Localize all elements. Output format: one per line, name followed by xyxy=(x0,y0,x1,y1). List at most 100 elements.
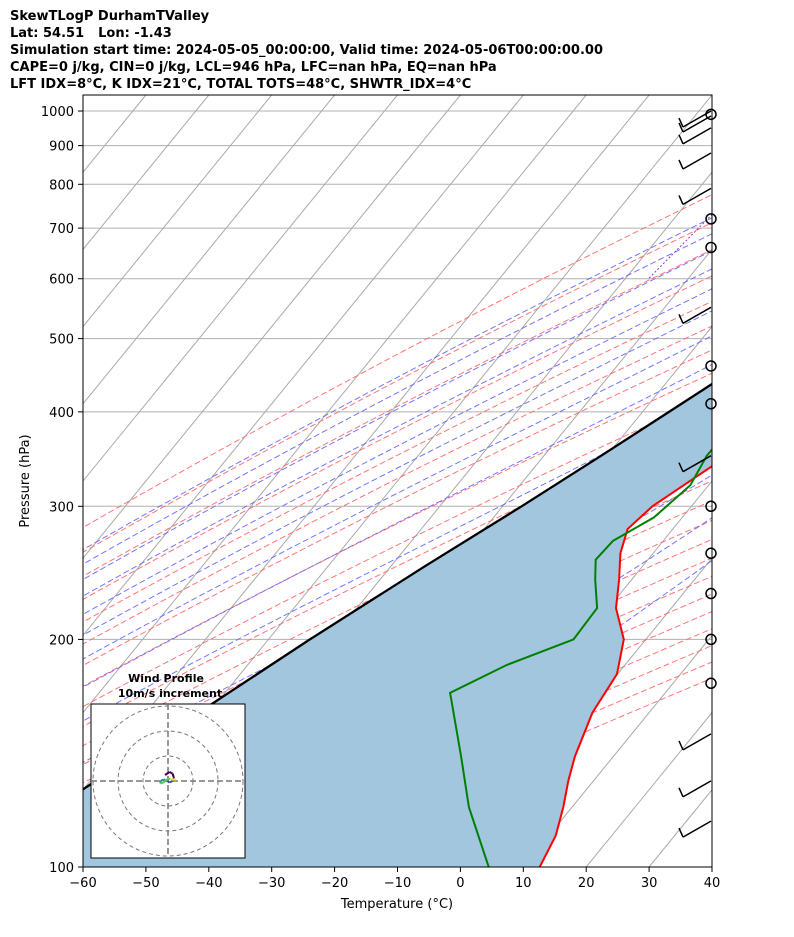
wind-barb-flag xyxy=(678,313,684,324)
y-tick-label: 600 xyxy=(49,273,74,288)
hodograph-title: Wind Profile xyxy=(128,672,204,685)
calm-wind-circle xyxy=(705,241,717,254)
x-tick-label: −10 xyxy=(384,876,411,891)
calm-wind-circle xyxy=(705,108,717,121)
hodograph-trace xyxy=(160,778,164,782)
wind-barb-shaft xyxy=(682,152,712,170)
mixing-ratio-line xyxy=(648,213,712,280)
calm-wind-circle xyxy=(705,547,717,560)
isotherm-line xyxy=(522,634,712,867)
isotherm-line xyxy=(83,95,398,482)
index-line: LFT IDX=8°C, K IDX=21°C, TOTAL TOTS=48°C… xyxy=(10,77,472,92)
y-tick-label: 900 xyxy=(49,140,74,155)
wind-barb-flag xyxy=(678,117,684,128)
x-tick-label: 30 xyxy=(641,876,658,891)
x-tick-label: −30 xyxy=(258,876,285,891)
wind-barb-shaft xyxy=(682,455,712,473)
wind-barb-flag xyxy=(678,159,684,170)
x-tick-label: −20 xyxy=(321,876,348,891)
calm-wind-circle xyxy=(705,677,717,690)
x-tick-label: −40 xyxy=(195,876,222,891)
calm-wind-circle xyxy=(705,360,717,372)
hodograph-trace xyxy=(165,779,171,784)
chart-header: SkewTLogP DurhamTValley Lat: 54.51 Lon: -… xyxy=(10,8,603,93)
x-tick-label: −60 xyxy=(69,876,96,891)
x-axis-label: Temperature (°C) xyxy=(340,897,453,912)
wind-barb-flag xyxy=(678,827,684,838)
wind-barb xyxy=(678,455,712,473)
wind-barb-shaft xyxy=(682,733,712,751)
mixing-ratio-line xyxy=(733,95,794,279)
y-tick-label: 100 xyxy=(49,861,74,876)
dry-adiabat-line xyxy=(83,300,712,623)
parcel-profile-line xyxy=(83,382,712,791)
wind-barb xyxy=(678,187,712,206)
isotherm-line xyxy=(711,866,712,867)
dry-adiabat-line xyxy=(83,194,712,529)
chart-title: SkewTLogP DurhamTValley xyxy=(10,9,210,24)
wind-barb xyxy=(678,127,712,145)
moist-adiabat-line xyxy=(83,250,712,581)
isotherm-line xyxy=(83,95,273,328)
x-tick-label: 40 xyxy=(704,876,721,891)
axis-ticks: −60 −50 −40 −30 −20 −10 0 10 20 30 40 100 200 300 400 5… xyxy=(41,105,720,891)
x-tick-label: −50 xyxy=(132,876,159,891)
wind-barb xyxy=(678,820,712,838)
wind-barb xyxy=(678,780,712,798)
y-tick-label: 200 xyxy=(49,633,74,648)
dewpoint-profile-line xyxy=(448,448,712,867)
dry-adiabat-line xyxy=(83,275,712,601)
calm-wind-circle xyxy=(705,587,717,600)
calm-wind-circle xyxy=(705,633,717,646)
wind-barbs xyxy=(678,108,717,838)
wind-barb-shaft xyxy=(682,780,712,798)
y-tick-label: 400 xyxy=(49,406,74,421)
y-tick-label: 500 xyxy=(49,333,74,348)
wind-barb-flag xyxy=(678,462,684,472)
x-tick-label: 10 xyxy=(515,876,532,891)
longitude: Lon: -1.43 xyxy=(98,26,172,41)
wind-barb xyxy=(678,733,712,751)
x-tick-label: 0 xyxy=(456,876,464,891)
hodograph-trace xyxy=(166,777,171,781)
y-tick-label: 700 xyxy=(49,222,74,237)
y-tick-label: 300 xyxy=(49,500,74,515)
isotherm-line xyxy=(83,95,84,96)
hodograph-trace xyxy=(169,771,173,775)
x-tick-label: 20 xyxy=(578,876,595,891)
location-line: Lat: 54.51 Lon: -1.43 xyxy=(10,25,603,42)
moist-adiabat-line xyxy=(83,288,712,615)
time-line: Simulation start time: 2024-05-05_00:00:… xyxy=(10,43,603,58)
isotherm-line xyxy=(83,95,524,637)
y-tick-label: 1000 xyxy=(41,105,74,120)
wind-barb-shaft xyxy=(682,127,712,145)
hodograph-trace xyxy=(170,777,174,781)
hodograph-trace xyxy=(171,773,175,779)
wind-barb-flag xyxy=(678,122,684,133)
cape-line: CAPE=0 j/kg, CIN=0 j/kg, LCL=946 hPa, LF… xyxy=(10,60,497,75)
wind-barb-shaft xyxy=(682,187,712,206)
moist-adiabat-line xyxy=(83,310,712,636)
dry-adiabat-line xyxy=(83,395,712,708)
latitude: Lat: 54.51 xyxy=(10,26,85,41)
isotherm-line xyxy=(83,95,461,559)
moist-adiabat-line xyxy=(83,363,712,688)
wind-barb xyxy=(678,152,712,170)
wind-barb-shaft xyxy=(682,306,712,324)
dry-adiabat-line xyxy=(83,538,712,837)
isotherm-line xyxy=(83,95,210,251)
hodograph-trace xyxy=(164,771,171,776)
wind-barb-shaft xyxy=(682,820,712,838)
hodograph-trace xyxy=(162,779,168,784)
hodograph-ring xyxy=(117,730,219,832)
hodograph-trace xyxy=(169,780,173,784)
dry-adiabat-line xyxy=(83,325,712,645)
hodograph-ring xyxy=(92,705,244,857)
temperature-profile-line xyxy=(538,464,712,867)
isotherm-line xyxy=(83,95,587,714)
y-tick-label: 800 xyxy=(49,178,74,193)
hodograph-ring xyxy=(142,755,194,807)
dry-adiabat-line xyxy=(83,519,712,820)
hodograph-inset: Wind Profile 10m/s increment xyxy=(90,672,246,859)
